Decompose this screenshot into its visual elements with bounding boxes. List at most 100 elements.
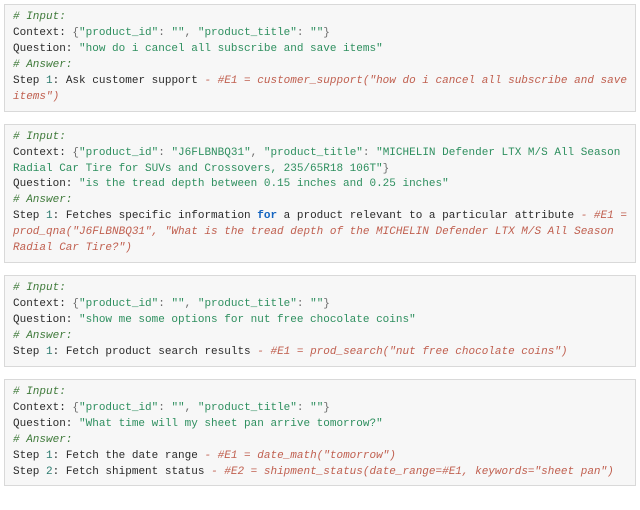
token-str: "product_title": [198, 27, 297, 39]
token-comment: # Input:: [13, 11, 66, 23]
token-op: :: [297, 298, 310, 310]
token-str: "product_id": [79, 298, 158, 310]
code-line: Context: {"product_id": "", "product_tit…: [13, 298, 330, 310]
token-key: Context:: [13, 27, 72, 39]
token-key: Question:: [13, 178, 79, 190]
token-key: Question:: [13, 314, 79, 326]
token-comment: # Input:: [13, 131, 66, 143]
code-line: Question: "show me some options for nut …: [13, 314, 416, 326]
token-key: :: [53, 210, 66, 222]
token-key: Step: [13, 210, 46, 222]
code-line: Step 2: Fetch shipment status - #E2 = sh…: [13, 466, 614, 478]
code-line: # Answer:: [13, 434, 72, 446]
token-str: "product_title": [264, 147, 363, 159]
code-line: # Input:: [13, 131, 66, 143]
token-op: :: [158, 147, 171, 159]
code-line: Context: {"product_id": "", "product_tit…: [13, 402, 330, 414]
code-block: # Input: Context: {"product_id": "", "pr…: [4, 275, 636, 367]
token-op: }: [323, 298, 330, 310]
token-op: }: [323, 402, 330, 414]
token-plain: a product relevant to a particular attri…: [277, 210, 581, 222]
token-key: :: [53, 450, 66, 462]
token-plain: Ask customer support: [66, 75, 205, 87]
token-op: :: [158, 402, 171, 414]
token-comment: # Input:: [13, 386, 66, 398]
token-str: "product_title": [198, 402, 297, 414]
token-str: "product_id": [79, 402, 158, 414]
token-str: "": [171, 298, 184, 310]
token-op: :: [158, 298, 171, 310]
token-op: :: [297, 402, 310, 414]
token-str: "product_title": [198, 298, 297, 310]
code-line: Step 1: Fetches specific information for…: [13, 210, 634, 254]
token-op: ,: [185, 402, 198, 414]
code-line: Question: "is the tread depth between 0.…: [13, 178, 449, 190]
token-comment: # Answer:: [13, 194, 72, 206]
token-key: Question:: [13, 418, 79, 430]
code-line: Context: {"product_id": "", "product_tit…: [13, 27, 330, 39]
code-line: # Answer:: [13, 194, 72, 206]
token-comment: # Answer:: [13, 434, 72, 446]
token-comment: # Input:: [13, 282, 66, 294]
token-ecomment: - #E1 = date_math("tomorrow"): [204, 450, 395, 462]
token-comment: # Answer:: [13, 330, 72, 342]
code-blocks-container: # Input: Context: {"product_id": "", "pr…: [4, 4, 636, 486]
token-plain: Fetch product search results: [66, 346, 257, 358]
token-key: Step: [13, 450, 46, 462]
token-str: "how do i cancel all subscribe and save …: [79, 43, 383, 55]
token-num: 1: [46, 450, 53, 462]
token-key: Step: [13, 466, 46, 478]
code-line: Step 1: Fetch product search results - #…: [13, 346, 568, 358]
token-str: "product_id": [79, 27, 158, 39]
token-str: "product_id": [79, 147, 158, 159]
token-key: :: [53, 75, 66, 87]
token-plain: Fetch the date range: [66, 450, 205, 462]
token-plain: Fetch shipment status: [66, 466, 211, 478]
token-op: :: [297, 27, 310, 39]
code-block: # Input: Context: {"product_id": "", "pr…: [4, 379, 636, 487]
token-key: :: [53, 346, 66, 358]
token-str: "J6FLBNBQ31": [171, 147, 250, 159]
token-key: :: [53, 466, 66, 478]
token-op: ,: [251, 147, 264, 159]
token-op: }: [323, 27, 330, 39]
token-ecomment: - #E1 = prod_search("nut free chocolate …: [257, 346, 567, 358]
code-block: # Input: Context: {"product_id": "", "pr…: [4, 4, 636, 112]
token-op: :: [363, 147, 376, 159]
token-op: :: [158, 27, 171, 39]
code-line: # Input:: [13, 11, 66, 23]
token-comment: # Answer:: [13, 59, 72, 71]
token-str: "is the tread depth between 0.15 inches …: [79, 178, 449, 190]
token-num: 1: [46, 210, 53, 222]
code-line: # Input:: [13, 282, 66, 294]
token-ecomment: - #E2 = shipment_status(date_range=#E1, …: [211, 466, 614, 478]
token-key: Question:: [13, 43, 79, 55]
code-line: # Answer:: [13, 59, 72, 71]
token-key: Step: [13, 346, 46, 358]
token-num: 1: [46, 346, 53, 358]
token-str: "": [310, 27, 323, 39]
token-str: "": [310, 298, 323, 310]
token-str: "": [171, 27, 184, 39]
token-kw: for: [257, 210, 277, 222]
code-line: # Answer:: [13, 330, 72, 342]
token-key: Context:: [13, 147, 72, 159]
token-str: "What time will my sheet pan arrive tomo…: [79, 418, 383, 430]
token-op: ,: [185, 298, 198, 310]
token-num: 2: [46, 466, 53, 478]
token-op: }: [383, 163, 390, 175]
token-key: Context:: [13, 402, 72, 414]
token-key: Step: [13, 75, 46, 87]
token-num: 1: [46, 75, 53, 87]
code-line: Question: "how do i cancel all subscribe…: [13, 43, 383, 55]
code-line: Step 1: Fetch the date range - #E1 = dat…: [13, 450, 396, 462]
token-op: ,: [185, 27, 198, 39]
token-str: "": [310, 402, 323, 414]
code-line: Context: {"product_id": "J6FLBNBQ31", "p…: [13, 147, 627, 175]
token-plain: Fetches specific information: [66, 210, 257, 222]
token-str: "": [171, 402, 184, 414]
code-line: # Input:: [13, 386, 66, 398]
token-str: "show me some options for nut free choco…: [79, 314, 416, 326]
code-line: Question: "What time will my sheet pan a…: [13, 418, 383, 430]
code-block: # Input: Context: {"product_id": "J6FLBN…: [4, 124, 636, 264]
